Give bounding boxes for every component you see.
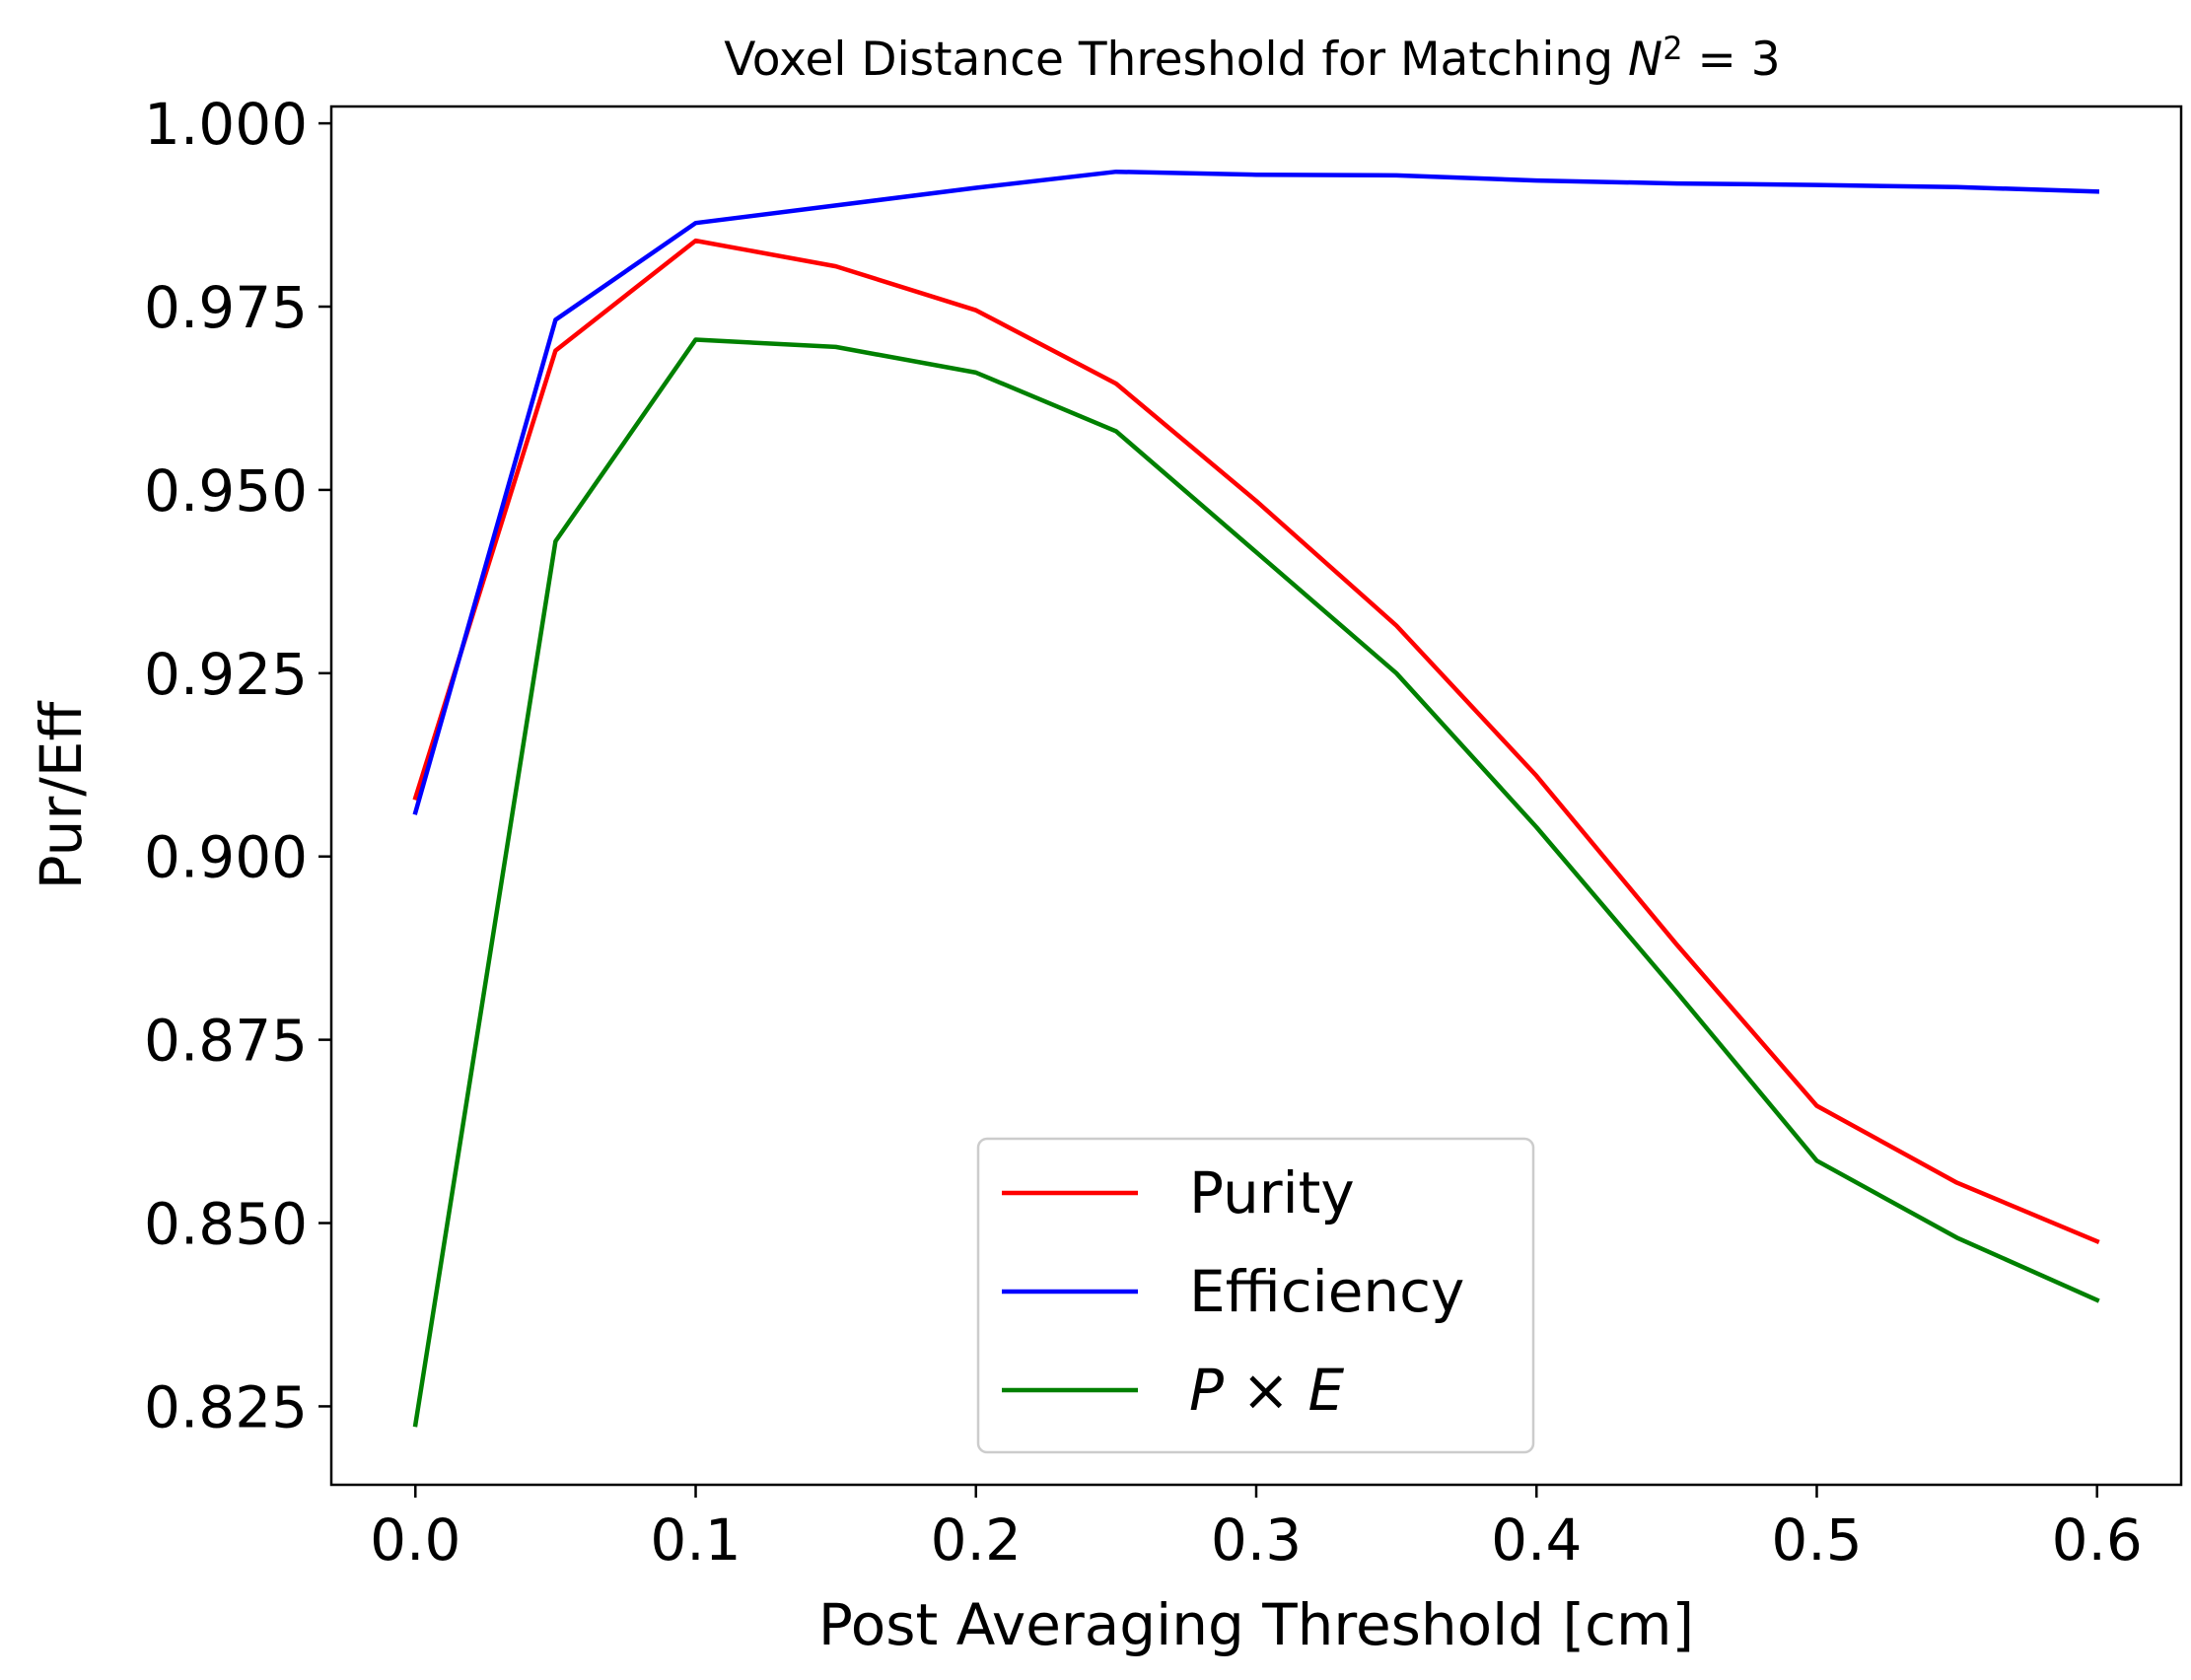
legend-label-pxe: P × E	[1189, 1357, 1344, 1424]
x-tick-label: 0.2	[931, 1506, 1022, 1574]
series-efficiency-line	[412, 169, 2100, 815]
plot-frame	[329, 105, 2183, 1487]
legend-label-pxe-e: E	[1308, 1357, 1344, 1424]
x-axis-label: Post Averaging Threshold [cm]	[818, 1591, 1694, 1658]
chart-title-math-rest: = 3	[1683, 33, 1781, 87]
series-lines	[412, 169, 2100, 1428]
legend-label-pxe-times: ×	[1224, 1357, 1308, 1424]
x-tick-label: 0.3	[1211, 1506, 1302, 1574]
chart-title-text: Voxel Distance Threshold for Matching	[724, 33, 1613, 87]
chart-title: Voxel Distance Threshold for Matching N2…	[724, 30, 1780, 87]
axis-ticks: 0.0 0.1 0.2 0.3 0.4 0.5 0.6 0.825 0.850 0.875 0.90…	[144, 91, 2143, 1574]
y-tick-label: 0.875	[144, 1008, 308, 1075]
legend-box	[976, 1137, 1535, 1454]
x-tick-label: 0.4	[1491, 1506, 1582, 1574]
series-purity-line	[412, 238, 2100, 1245]
legend-label-pxe-p: P	[1189, 1357, 1224, 1424]
y-tick-label: 0.925	[144, 641, 308, 708]
y-tick-label: 0.825	[144, 1373, 308, 1440]
y-tick-label: 0.950	[144, 457, 308, 525]
series-pxe-line	[412, 337, 2100, 1428]
y-tick-label: 0.850	[144, 1191, 308, 1258]
x-tick-label: 0.5	[1771, 1506, 1862, 1574]
y-tick-label: 0.900	[144, 824, 308, 891]
x-tick-label: 0.1	[650, 1506, 741, 1574]
legend-label-purity: Purity	[1189, 1159, 1355, 1226]
legend-label-efficiency: Efficiency	[1189, 1258, 1464, 1325]
chart-title-math-base: N	[1628, 33, 1662, 87]
y-tick-label: 1.000	[144, 91, 308, 158]
y-tick-label: 0.975	[144, 274, 308, 341]
y-axis-label: Pur/Eff	[28, 700, 95, 890]
legend: Purity Efficiency P × E	[976, 1137, 1535, 1454]
x-tick-label: 0.0	[370, 1506, 460, 1574]
x-tick-label: 0.6	[2052, 1506, 2143, 1574]
chart-title-math-sup: 2	[1662, 30, 1682, 67]
